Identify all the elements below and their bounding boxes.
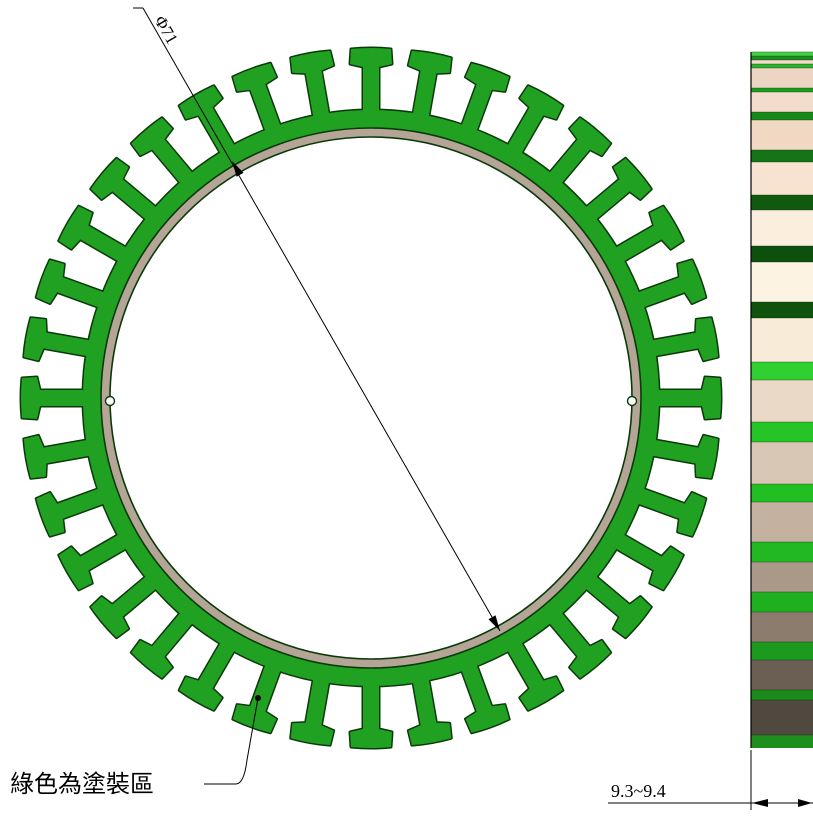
- diameter-dimension-line: [142, 7, 501, 632]
- side-view-band: [751, 120, 813, 150]
- side-view-band: [751, 64, 813, 68]
- thickness-arrow-right: [798, 799, 812, 807]
- side-view-band: [751, 150, 813, 162]
- stator-tooth: [350, 681, 392, 748]
- stator-tooth: [131, 609, 196, 679]
- stator-side-view: [750, 51, 813, 748]
- thickness-dimension: 9.3~9.4: [608, 750, 813, 810]
- stator-tooth: [546, 609, 611, 679]
- side-view-band: [751, 56, 813, 60]
- stator-tooth: [21, 377, 88, 419]
- side-view-band: [751, 484, 813, 502]
- side-view-band: [751, 318, 813, 362]
- stator-tooth: [612, 206, 684, 264]
- stator-tooth: [460, 661, 510, 733]
- side-view-band: [751, 68, 813, 88]
- stator-tooth: [131, 117, 196, 187]
- side-view-band: [751, 735, 813, 748]
- stator-front-view: [19, 46, 723, 750]
- side-view-band: [751, 380, 813, 422]
- stator-tooth: [23, 435, 94, 479]
- diameter-arrow-top: [232, 161, 244, 177]
- diameter-label: Φ71: [151, 12, 182, 47]
- stator-tooth: [582, 573, 652, 638]
- side-view-bands: [751, 51, 813, 748]
- stator-tooth: [58, 206, 130, 264]
- bore-notch-left: [104, 395, 116, 407]
- stator-bore: [109, 136, 633, 660]
- stator-tooth: [648, 435, 719, 479]
- side-view-band: [751, 210, 813, 246]
- stator-tooth: [505, 639, 563, 711]
- side-view-band: [751, 562, 813, 592]
- side-view-band: [751, 112, 813, 120]
- stator-tooth: [460, 63, 510, 135]
- side-view-band: [751, 642, 813, 660]
- side-view-band: [751, 195, 813, 210]
- stator-tooth: [179, 639, 237, 711]
- side-view-band: [751, 660, 813, 690]
- stator-tooth: [634, 259, 706, 309]
- side-view-band: [751, 88, 813, 92]
- side-view-band: [751, 542, 813, 562]
- stator-tooth: [634, 487, 706, 537]
- diameter-arrow-bottom: [488, 615, 500, 631]
- stator-tooth: [505, 85, 563, 157]
- stator-tooth: [90, 158, 160, 223]
- stator-tooth: [654, 377, 721, 419]
- stator-tooth: [290, 675, 334, 746]
- side-view-band: [751, 612, 813, 642]
- stator-tooth: [612, 532, 684, 590]
- side-view-band: [751, 422, 813, 442]
- side-view-band: [751, 700, 813, 735]
- side-view-band: [751, 246, 813, 262]
- side-view-band: [751, 262, 813, 302]
- side-view-band: [751, 442, 813, 484]
- stator-tooth: [90, 573, 160, 638]
- coating-note-leader: [204, 697, 259, 785]
- side-view-band: [751, 52, 813, 56]
- side-view-band: [751, 92, 813, 112]
- stator-tooth: [36, 487, 108, 537]
- stator-tooth: [350, 48, 392, 115]
- stator-tooth: [290, 50, 334, 121]
- side-view-band: [751, 302, 813, 318]
- stator-tooth: [408, 50, 452, 121]
- stator-tooth: [232, 63, 282, 135]
- side-view-band: [751, 162, 813, 195]
- stator-tooth: [36, 259, 108, 309]
- coating-note: 綠色為塗裝區: [10, 695, 261, 798]
- bore-notch-right: [626, 395, 638, 407]
- stator-tooth: [58, 532, 130, 590]
- stator-tooth: [546, 117, 611, 187]
- coating-note-leader-dot: [255, 695, 261, 701]
- coating-note-text: 綠色為塗裝區: [10, 770, 154, 798]
- stator-tooth: [408, 675, 452, 746]
- stator-tooth: [648, 317, 719, 361]
- side-view-band: [751, 690, 813, 700]
- side-view-band: [751, 362, 813, 380]
- stator-tooth: [23, 317, 94, 361]
- side-view-band: [751, 592, 813, 612]
- side-view-band: [751, 502, 813, 542]
- thickness-label: 9.3~9.4: [611, 781, 666, 801]
- thickness-arrow-left: [752, 799, 768, 807]
- side-view-band: [751, 60, 813, 64]
- stator-tooth: [582, 158, 652, 223]
